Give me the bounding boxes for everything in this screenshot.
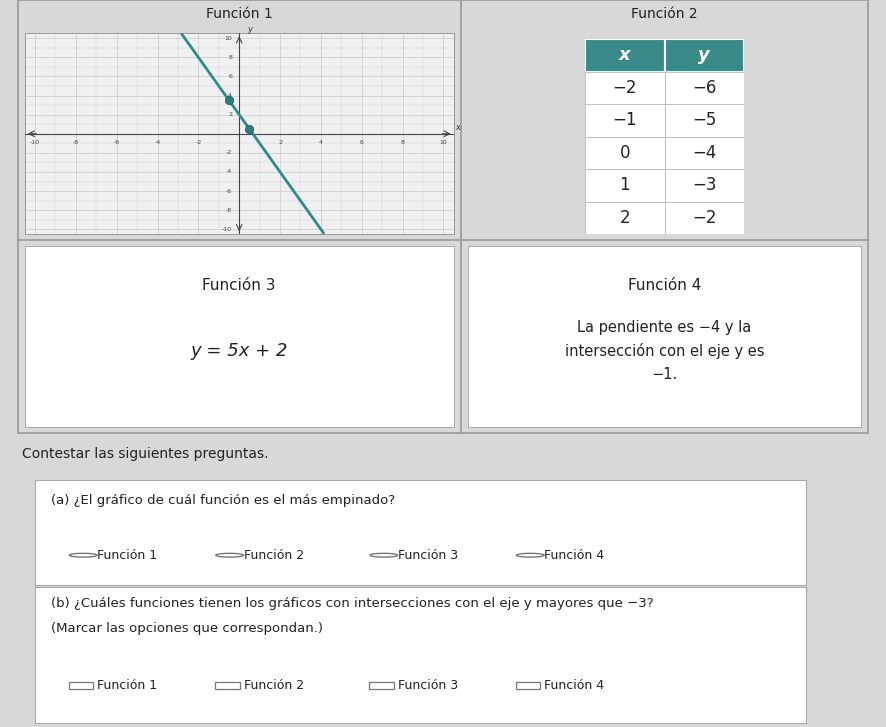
Text: x: x: [618, 47, 631, 65]
Bar: [369, 682, 394, 688]
Text: intersección con el eje y es: intersección con el eje y es: [564, 342, 765, 358]
Text: Función 1: Función 1: [97, 549, 157, 562]
Text: -2: -2: [195, 140, 201, 145]
Text: -10: -10: [222, 227, 232, 232]
Text: Función 2: Función 2: [244, 679, 304, 692]
Text: x: x: [455, 123, 461, 132]
Text: 10: 10: [224, 36, 232, 41]
Text: Contestar las siguientes preguntas.: Contestar las siguientes preguntas.: [22, 447, 268, 462]
Text: Función 3: Función 3: [398, 549, 458, 562]
Text: 6: 6: [360, 140, 363, 145]
Text: 8: 8: [400, 140, 405, 145]
Bar: [215, 682, 240, 688]
Bar: [664, 39, 744, 72]
Text: 4: 4: [319, 140, 323, 145]
Text: y = 5x + 2: y = 5x + 2: [190, 342, 288, 360]
Text: y: y: [698, 47, 711, 65]
Bar: [516, 682, 540, 688]
Text: -10: -10: [30, 140, 40, 145]
Text: (b) ¿Cuáles funciones tienen los gráficos con intersecciones con el eje y mayore: (b) ¿Cuáles funciones tienen los gráfico…: [51, 598, 654, 610]
Text: y: y: [247, 25, 253, 34]
Bar: [68, 682, 93, 688]
Text: −2: −2: [612, 79, 637, 97]
Text: 2: 2: [619, 209, 630, 227]
Text: −1: −1: [612, 111, 637, 129]
Text: 6: 6: [229, 74, 232, 79]
Text: 2: 2: [228, 112, 232, 117]
Text: Función 4: Función 4: [544, 679, 604, 692]
Text: Función 3: Función 3: [398, 679, 458, 692]
Text: -6: -6: [226, 188, 232, 193]
Bar: [664, 201, 744, 234]
Text: −1.: −1.: [651, 366, 678, 382]
Text: Función 1: Función 1: [97, 679, 157, 692]
Text: Función 3: Función 3: [203, 278, 276, 293]
Text: Función 1: Función 1: [206, 7, 273, 21]
Text: Función 4: Función 4: [544, 549, 604, 562]
Bar: [585, 39, 664, 72]
Bar: [664, 169, 744, 201]
Text: (Marcar las opciones que correspondan.): (Marcar las opciones que correspondan.): [51, 622, 323, 635]
Bar: [664, 104, 744, 137]
Text: −3: −3: [692, 177, 717, 194]
Text: −2: −2: [692, 209, 717, 227]
Text: (a) ¿El gráfico de cuál función es el más empinado?: (a) ¿El gráfico de cuál función es el má…: [51, 494, 395, 507]
Text: −5: −5: [692, 111, 717, 129]
Text: −6: −6: [692, 79, 717, 97]
Text: Función 2: Función 2: [244, 549, 304, 562]
Text: -2: -2: [226, 150, 232, 156]
Bar: [664, 137, 744, 169]
Text: -8: -8: [73, 140, 79, 145]
Text: 0: 0: [619, 144, 630, 162]
Text: La pendiente es −4 y la: La pendiente es −4 y la: [578, 320, 751, 334]
Text: -4: -4: [226, 169, 232, 174]
Text: -8: -8: [226, 208, 232, 213]
Text: -4: -4: [154, 140, 160, 145]
Text: −4: −4: [692, 144, 717, 162]
Text: 8: 8: [229, 55, 232, 60]
Bar: [585, 169, 664, 201]
Bar: [585, 137, 664, 169]
Bar: [585, 104, 664, 137]
Text: 4: 4: [228, 93, 232, 98]
Text: 2: 2: [278, 140, 282, 145]
Bar: [664, 72, 744, 104]
Bar: [585, 72, 664, 104]
Text: Función 4: Función 4: [628, 278, 701, 293]
Text: Función 2: Función 2: [631, 7, 698, 21]
Text: -6: -6: [113, 140, 120, 145]
Bar: [585, 201, 664, 234]
Text: 10: 10: [439, 140, 447, 145]
Text: 1: 1: [619, 177, 630, 194]
